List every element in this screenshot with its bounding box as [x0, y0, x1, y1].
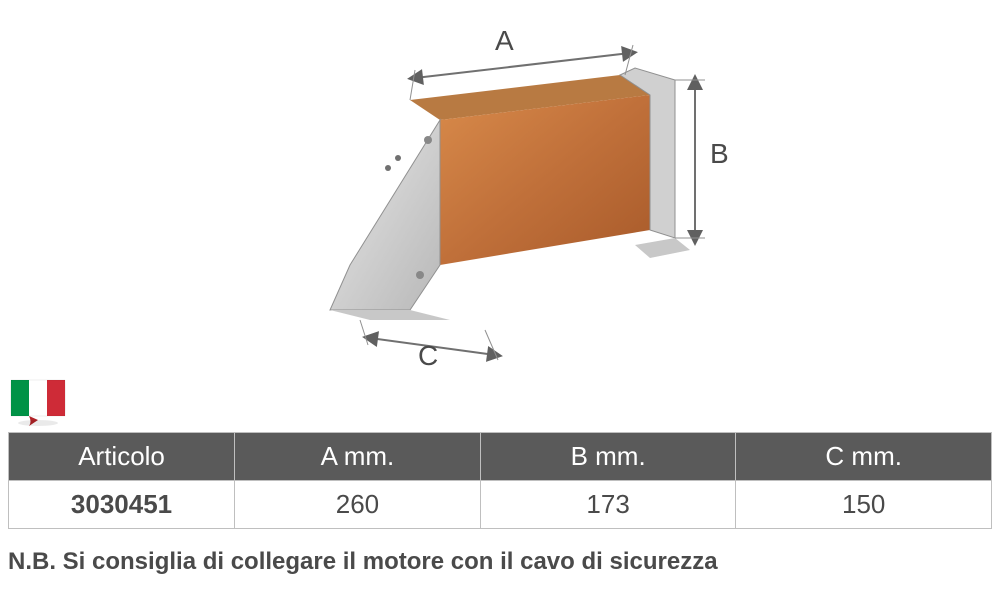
col-articolo: Articolo	[9, 433, 235, 481]
footer-note: N.B. Si consiglia di collegare il motore…	[8, 548, 718, 576]
spec-table: Articolo A mm. B mm. C mm. 3030451 260 1…	[8, 432, 992, 529]
table-row: 3030451 260 173 150	[9, 481, 992, 529]
cell-articolo: 3030451	[9, 481, 235, 529]
cell-a: 260	[235, 481, 481, 529]
col-a: A mm.	[235, 433, 481, 481]
cell-b: 173	[480, 481, 736, 529]
col-c: C mm.	[736, 433, 992, 481]
col-b: B mm.	[480, 433, 736, 481]
product-diagram: A B C	[280, 20, 730, 370]
cell-c: 150	[736, 481, 992, 529]
dim-label-a: A	[495, 25, 514, 57]
dim-label-b: B	[710, 138, 729, 170]
italian-flag-icon	[8, 378, 70, 420]
table-header-row: Articolo A mm. B mm. C mm.	[9, 433, 992, 481]
dim-label-c: C	[418, 340, 438, 372]
